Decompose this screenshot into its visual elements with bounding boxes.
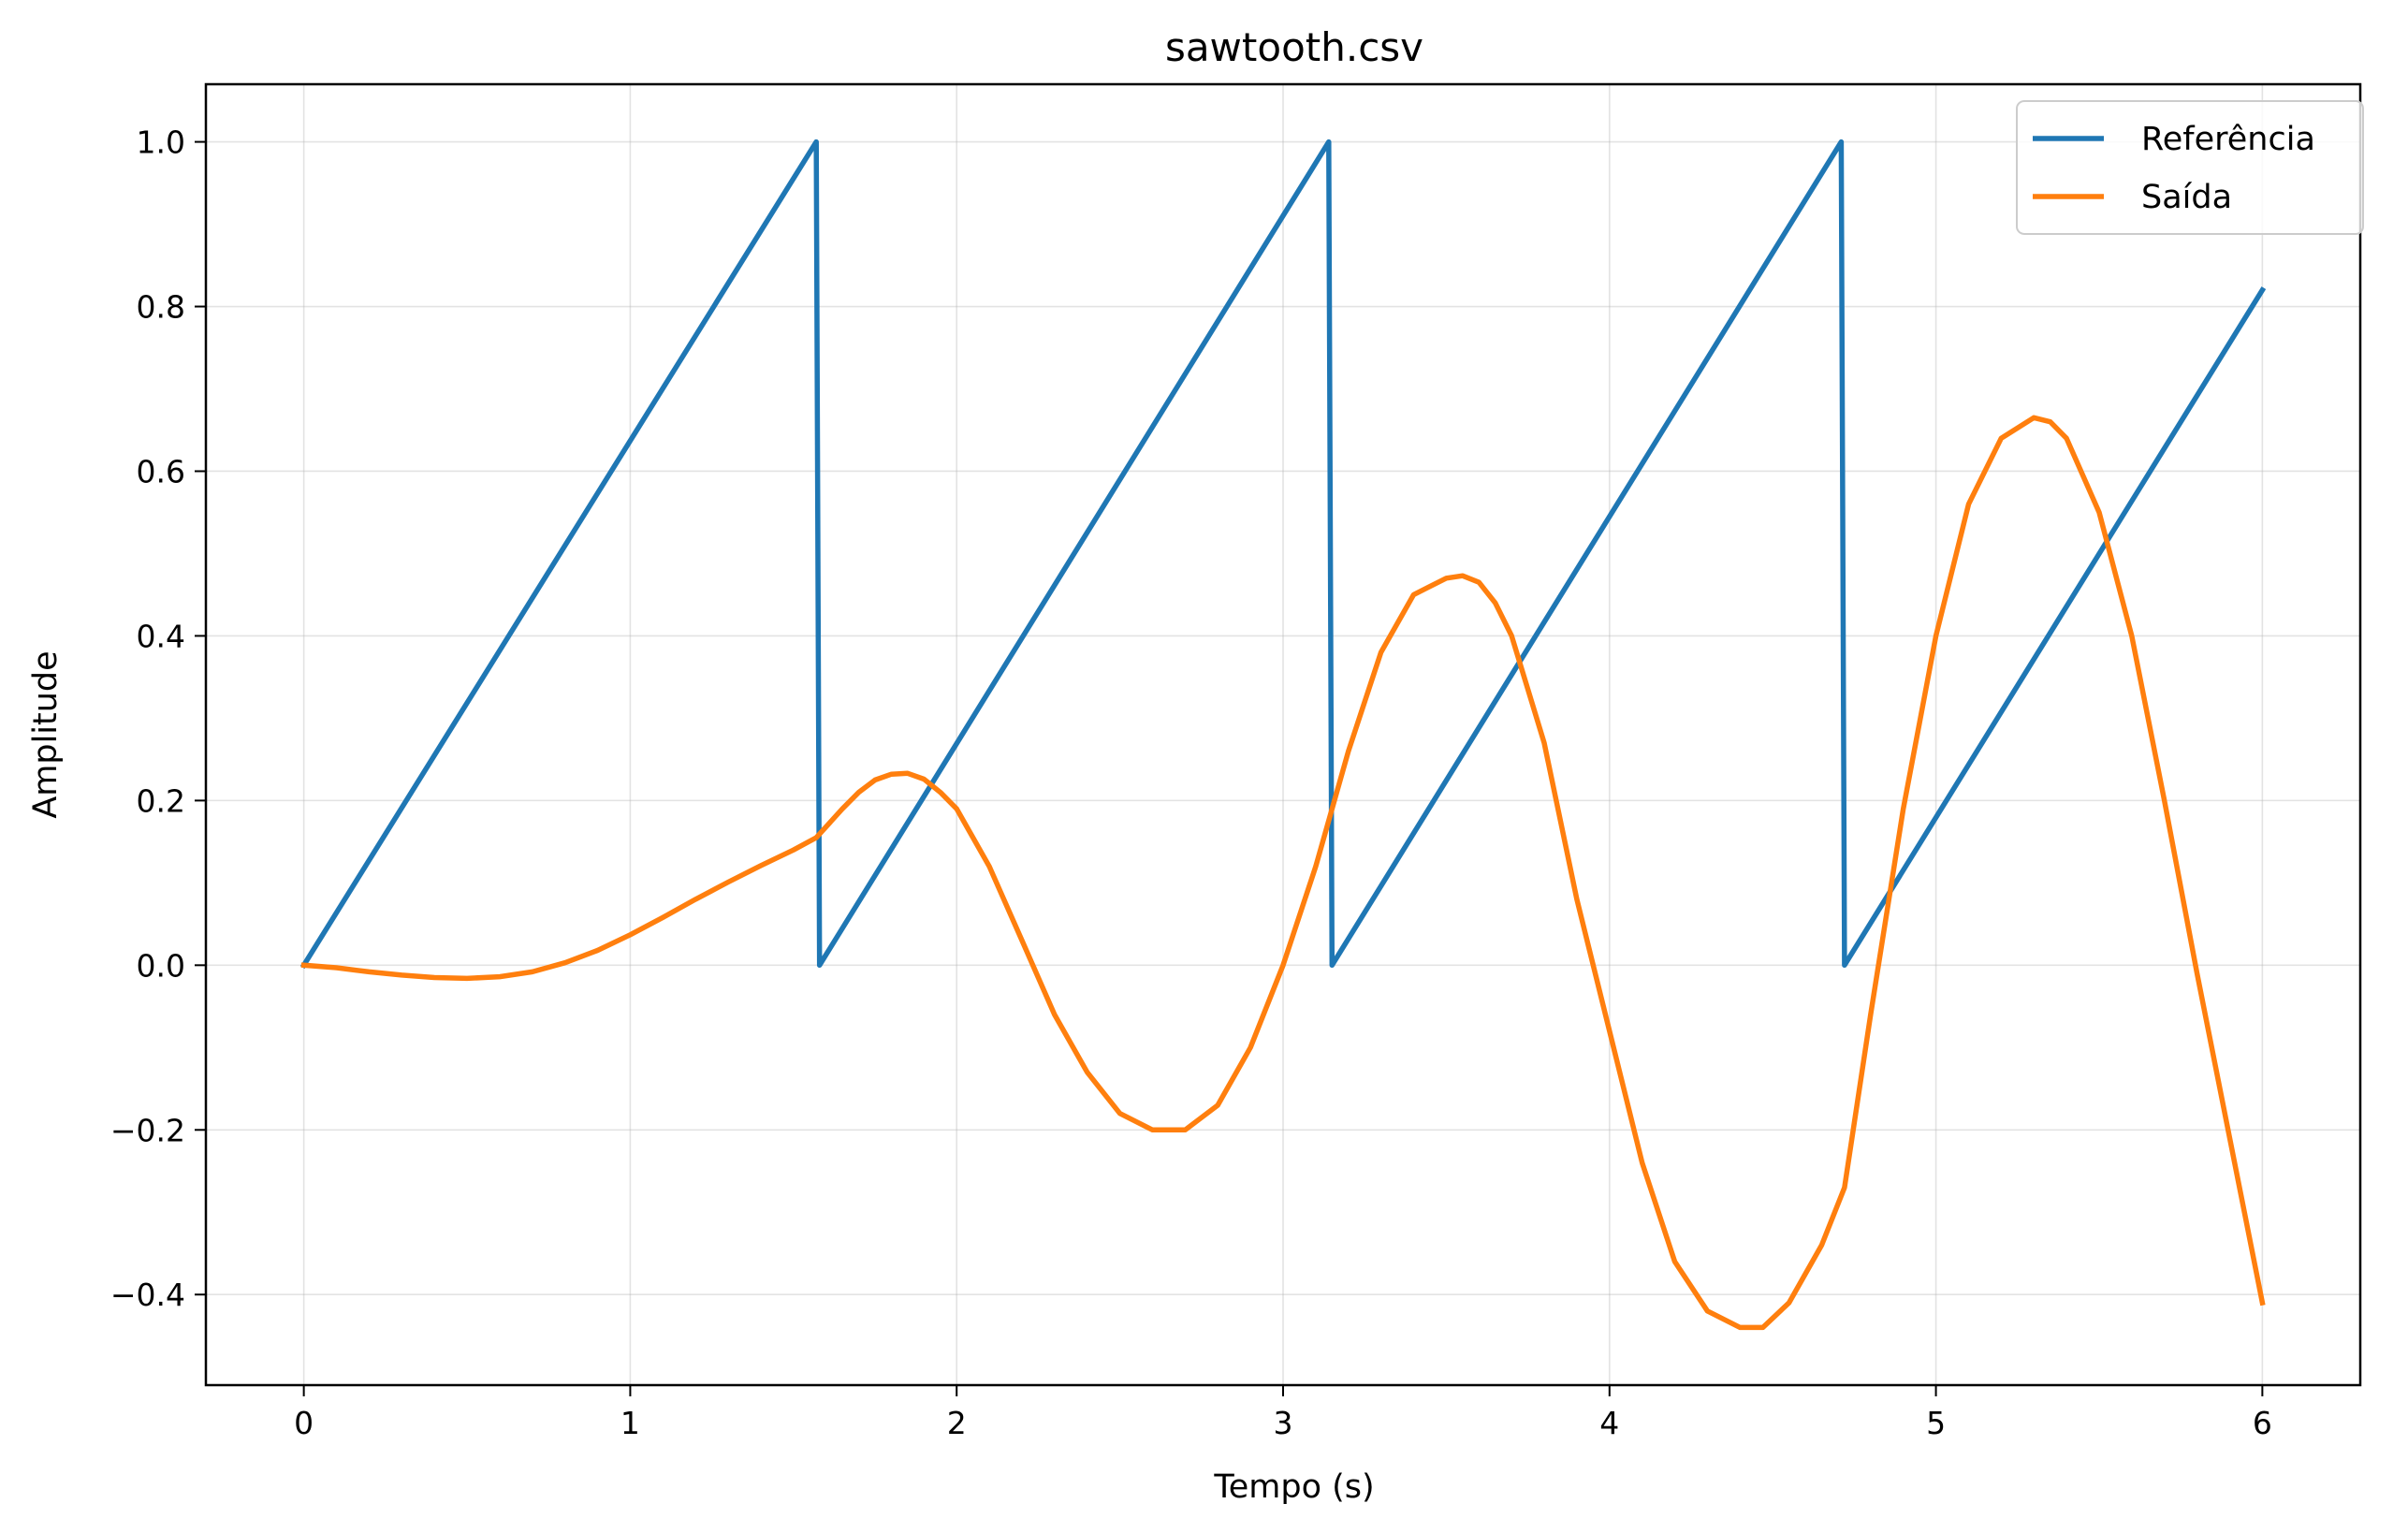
x-tick-label: 6 bbox=[2253, 1405, 2272, 1441]
legend-label-referencia: Referência bbox=[2141, 121, 2315, 158]
x-axis-label: Tempo (s) bbox=[1213, 1468, 1374, 1506]
grid bbox=[206, 84, 2360, 1385]
legend-box bbox=[2016, 100, 2364, 235]
series-layer bbox=[299, 139, 2267, 1331]
y-tick-label: 1.0 bbox=[137, 124, 185, 161]
series-line-saida bbox=[300, 415, 2266, 1331]
legend-label-saida: Saída bbox=[2141, 179, 2232, 216]
x-tick-label: 3 bbox=[1274, 1405, 1293, 1441]
chart-title: sawtooth.csv bbox=[1165, 24, 1423, 70]
series-line-referencia bbox=[299, 139, 2267, 970]
y-axis-label: Amplitude bbox=[27, 650, 65, 818]
x-tick-label: 0 bbox=[294, 1405, 314, 1441]
y-tick-label: −0.2 bbox=[110, 1112, 185, 1148]
x-tick-label: 1 bbox=[620, 1405, 640, 1441]
y-tick-label: 0.0 bbox=[137, 947, 185, 984]
x-tick-label: 2 bbox=[947, 1405, 967, 1441]
x-tick-label: 5 bbox=[1926, 1405, 1946, 1441]
y-tick-label: −0.4 bbox=[110, 1277, 185, 1313]
legend: Referência Saída bbox=[2016, 100, 2364, 235]
y-tick-label: 0.4 bbox=[137, 618, 185, 654]
x-tick-label: 4 bbox=[1599, 1405, 1619, 1441]
y-tick-label: 0.8 bbox=[137, 289, 185, 326]
y-tick-label: 0.2 bbox=[137, 782, 185, 819]
y-tick-label: 0.6 bbox=[137, 453, 185, 489]
x-axis: 0 1 2 3 4 5 6 bbox=[294, 1385, 2272, 1441]
plot-area bbox=[206, 84, 2360, 1385]
y-axis: −0.4 −0.2 0.0 0.2 0.4 0.6 0.8 1.0 bbox=[110, 124, 206, 1313]
